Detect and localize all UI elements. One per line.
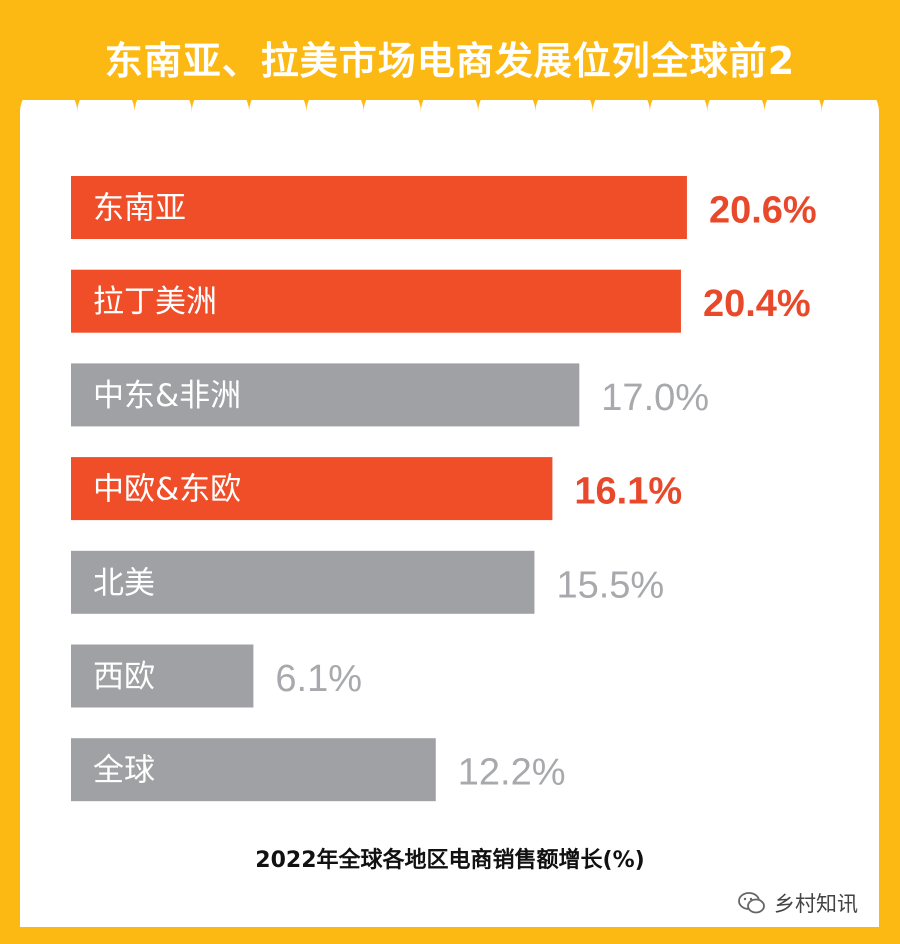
bar: [71, 457, 553, 521]
value-label: 20.4%: [703, 283, 811, 325]
scallop: [420, 100, 479, 140]
scallop: [764, 100, 822, 140]
category-label: 拉丁美洲: [93, 284, 217, 320]
bar: [71, 363, 580, 427]
value-label: 15.5%: [556, 564, 664, 606]
scallop: [306, 100, 364, 140]
watermark: 乡村知讯: [738, 888, 858, 918]
scallop: [649, 100, 708, 140]
page-title: 东南亚、拉美市场电商发展位列全球前2: [104, 39, 796, 83]
category-label: 全球: [93, 753, 155, 789]
value-label: 16.1%: [574, 471, 682, 513]
watermark-text: 乡村知讯: [774, 892, 858, 916]
scallop: [707, 100, 765, 140]
scallop: [592, 100, 650, 140]
bar: [71, 550, 535, 614]
bar: [71, 269, 681, 333]
category-label: 西欧: [93, 659, 155, 695]
scallop: [249, 100, 307, 140]
scallop: [77, 100, 135, 140]
value-label: 12.2%: [458, 752, 566, 794]
value-label: 20.6%: [709, 190, 817, 232]
chart-caption: 2022年全球各地区电商销售额增长(%): [255, 848, 645, 873]
scallop: [478, 100, 536, 140]
scallop: [191, 100, 250, 140]
bar: [71, 738, 436, 802]
wechat-chat-icon: [738, 892, 765, 914]
bar: [71, 644, 254, 708]
category-label: 北美: [93, 565, 155, 601]
scallop: [134, 100, 192, 140]
category-label: 中欧&东欧: [93, 472, 241, 508]
scallop: [535, 100, 593, 140]
category-label: 东南亚: [93, 191, 186, 227]
value-label: 17.0%: [601, 377, 709, 419]
category-label: 中东&非洲: [93, 378, 241, 414]
scallop: [821, 100, 879, 140]
scalloped-edge: [20, 100, 879, 140]
bar: [71, 176, 687, 239]
scallop: [20, 100, 78, 140]
scallop: [363, 100, 421, 140]
value-label: 6.1%: [275, 658, 362, 700]
